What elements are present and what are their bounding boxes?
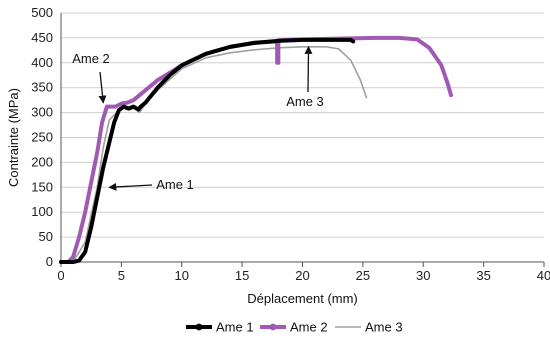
y-tick-label: 50 xyxy=(39,229,53,244)
legend-label: Ame 3 xyxy=(365,320,403,335)
y-tick-label: 450 xyxy=(31,30,53,45)
x-tick-label: 5 xyxy=(118,268,125,283)
annotation-arrow xyxy=(108,182,153,191)
series-line-ame-3 xyxy=(60,46,368,263)
y-tick-label: 300 xyxy=(31,105,53,120)
y-tick-label: 150 xyxy=(31,179,53,194)
annotation-arrow xyxy=(98,71,107,104)
annotation-label: Ame 1 xyxy=(156,177,194,192)
series-line-ame-2 xyxy=(59,35,454,264)
series-line-ame-1 xyxy=(59,37,356,264)
y-tick-label: 100 xyxy=(31,204,53,219)
x-tick-label: 10 xyxy=(175,268,189,283)
x-tick-label: 0 xyxy=(57,268,64,283)
legend-marker xyxy=(195,323,203,331)
y-tick-label: 200 xyxy=(31,154,53,169)
x-tick-label: 35 xyxy=(476,268,490,283)
legend-label: Ame 2 xyxy=(290,320,328,335)
legend-label: Ame 1 xyxy=(216,320,254,335)
gridlines xyxy=(61,12,544,263)
x-tick-label: 40 xyxy=(537,268,550,283)
annotation-label: Ame 2 xyxy=(72,51,110,66)
x-tick-label: 25 xyxy=(356,268,370,283)
y-tick-label: 0 xyxy=(46,254,53,269)
annotations: Ame 2 Ame 1 Ame 3 xyxy=(72,45,324,192)
annotation-arrow xyxy=(304,45,313,93)
y-axis-title: Contrainte (MPa) xyxy=(6,88,21,187)
x-axis-title: Déplacement (mm) xyxy=(247,291,358,306)
annotation-label: Ame 3 xyxy=(286,94,324,109)
x-tick-label: 15 xyxy=(235,268,249,283)
x-tick-label: 30 xyxy=(416,268,430,283)
axes: 0 50 100 150 200 250 300 350 400 450 500 0 5 10 15 20 25… xyxy=(31,5,550,283)
series-lines xyxy=(59,35,454,264)
y-tick-label: 250 xyxy=(31,130,53,145)
y-tick-label: 500 xyxy=(31,5,53,20)
y-tick-label: 400 xyxy=(31,55,53,70)
legend: Ame 1 Ame 2 Ame 3 xyxy=(186,320,403,335)
legend-marker xyxy=(269,323,277,331)
y-tick-label: 350 xyxy=(31,80,53,95)
x-tick-label: 20 xyxy=(295,268,309,283)
